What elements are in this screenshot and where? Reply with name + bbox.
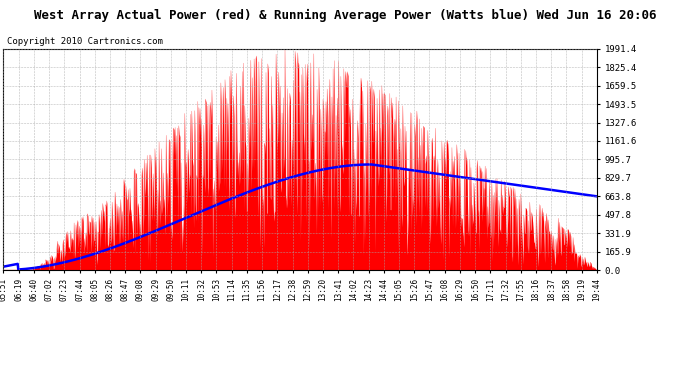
Text: West Array Actual Power (red) & Running Average Power (Watts blue) Wed Jun 16 20: West Array Actual Power (red) & Running …	[34, 9, 656, 22]
Text: Copyright 2010 Cartronics.com: Copyright 2010 Cartronics.com	[7, 38, 163, 46]
